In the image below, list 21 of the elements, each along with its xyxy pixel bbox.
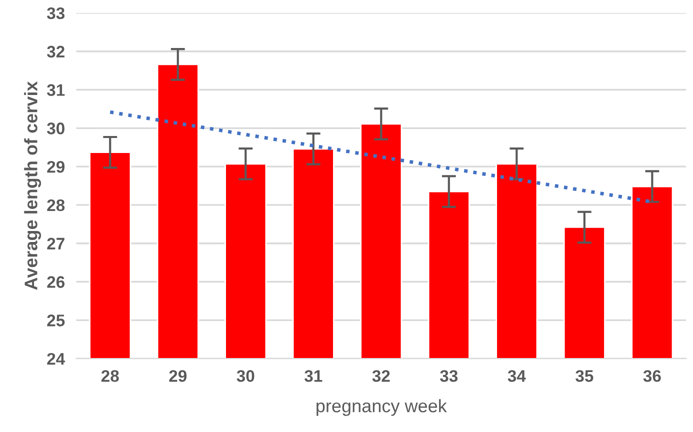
y-tick-label: 30 bbox=[46, 122, 64, 134]
y-tick-label: 27 bbox=[47, 238, 64, 250]
x-tick-label: 32 bbox=[372, 370, 390, 382]
y-tick-label: 28 bbox=[47, 199, 65, 212]
x-tick-label: 28 bbox=[101, 370, 119, 382]
y-tick-label: 32 bbox=[46, 46, 64, 58]
y-tick-label: 31 bbox=[46, 84, 65, 96]
y-tick-label: 26 bbox=[47, 276, 65, 288]
x-tick-label: 30 bbox=[236, 370, 254, 382]
x-tick-label: 34 bbox=[508, 370, 526, 382]
x-tick-label: 36 bbox=[643, 370, 661, 382]
x-tick-label: 35 bbox=[576, 370, 594, 382]
y-tick-label: 24 bbox=[47, 352, 66, 365]
y-tick-label: 25 bbox=[47, 314, 65, 326]
y-tick-label: 29 bbox=[47, 160, 65, 173]
x-axis-title: pregnancy week bbox=[316, 399, 447, 416]
x-tick-label: 29 bbox=[169, 370, 187, 382]
x-tick-label: 33 bbox=[440, 370, 458, 382]
x-tick-label: 31 bbox=[304, 370, 322, 382]
y-tick-label: 33 bbox=[46, 7, 65, 20]
y-axis-title: Average length of cervix bbox=[24, 81, 42, 290]
